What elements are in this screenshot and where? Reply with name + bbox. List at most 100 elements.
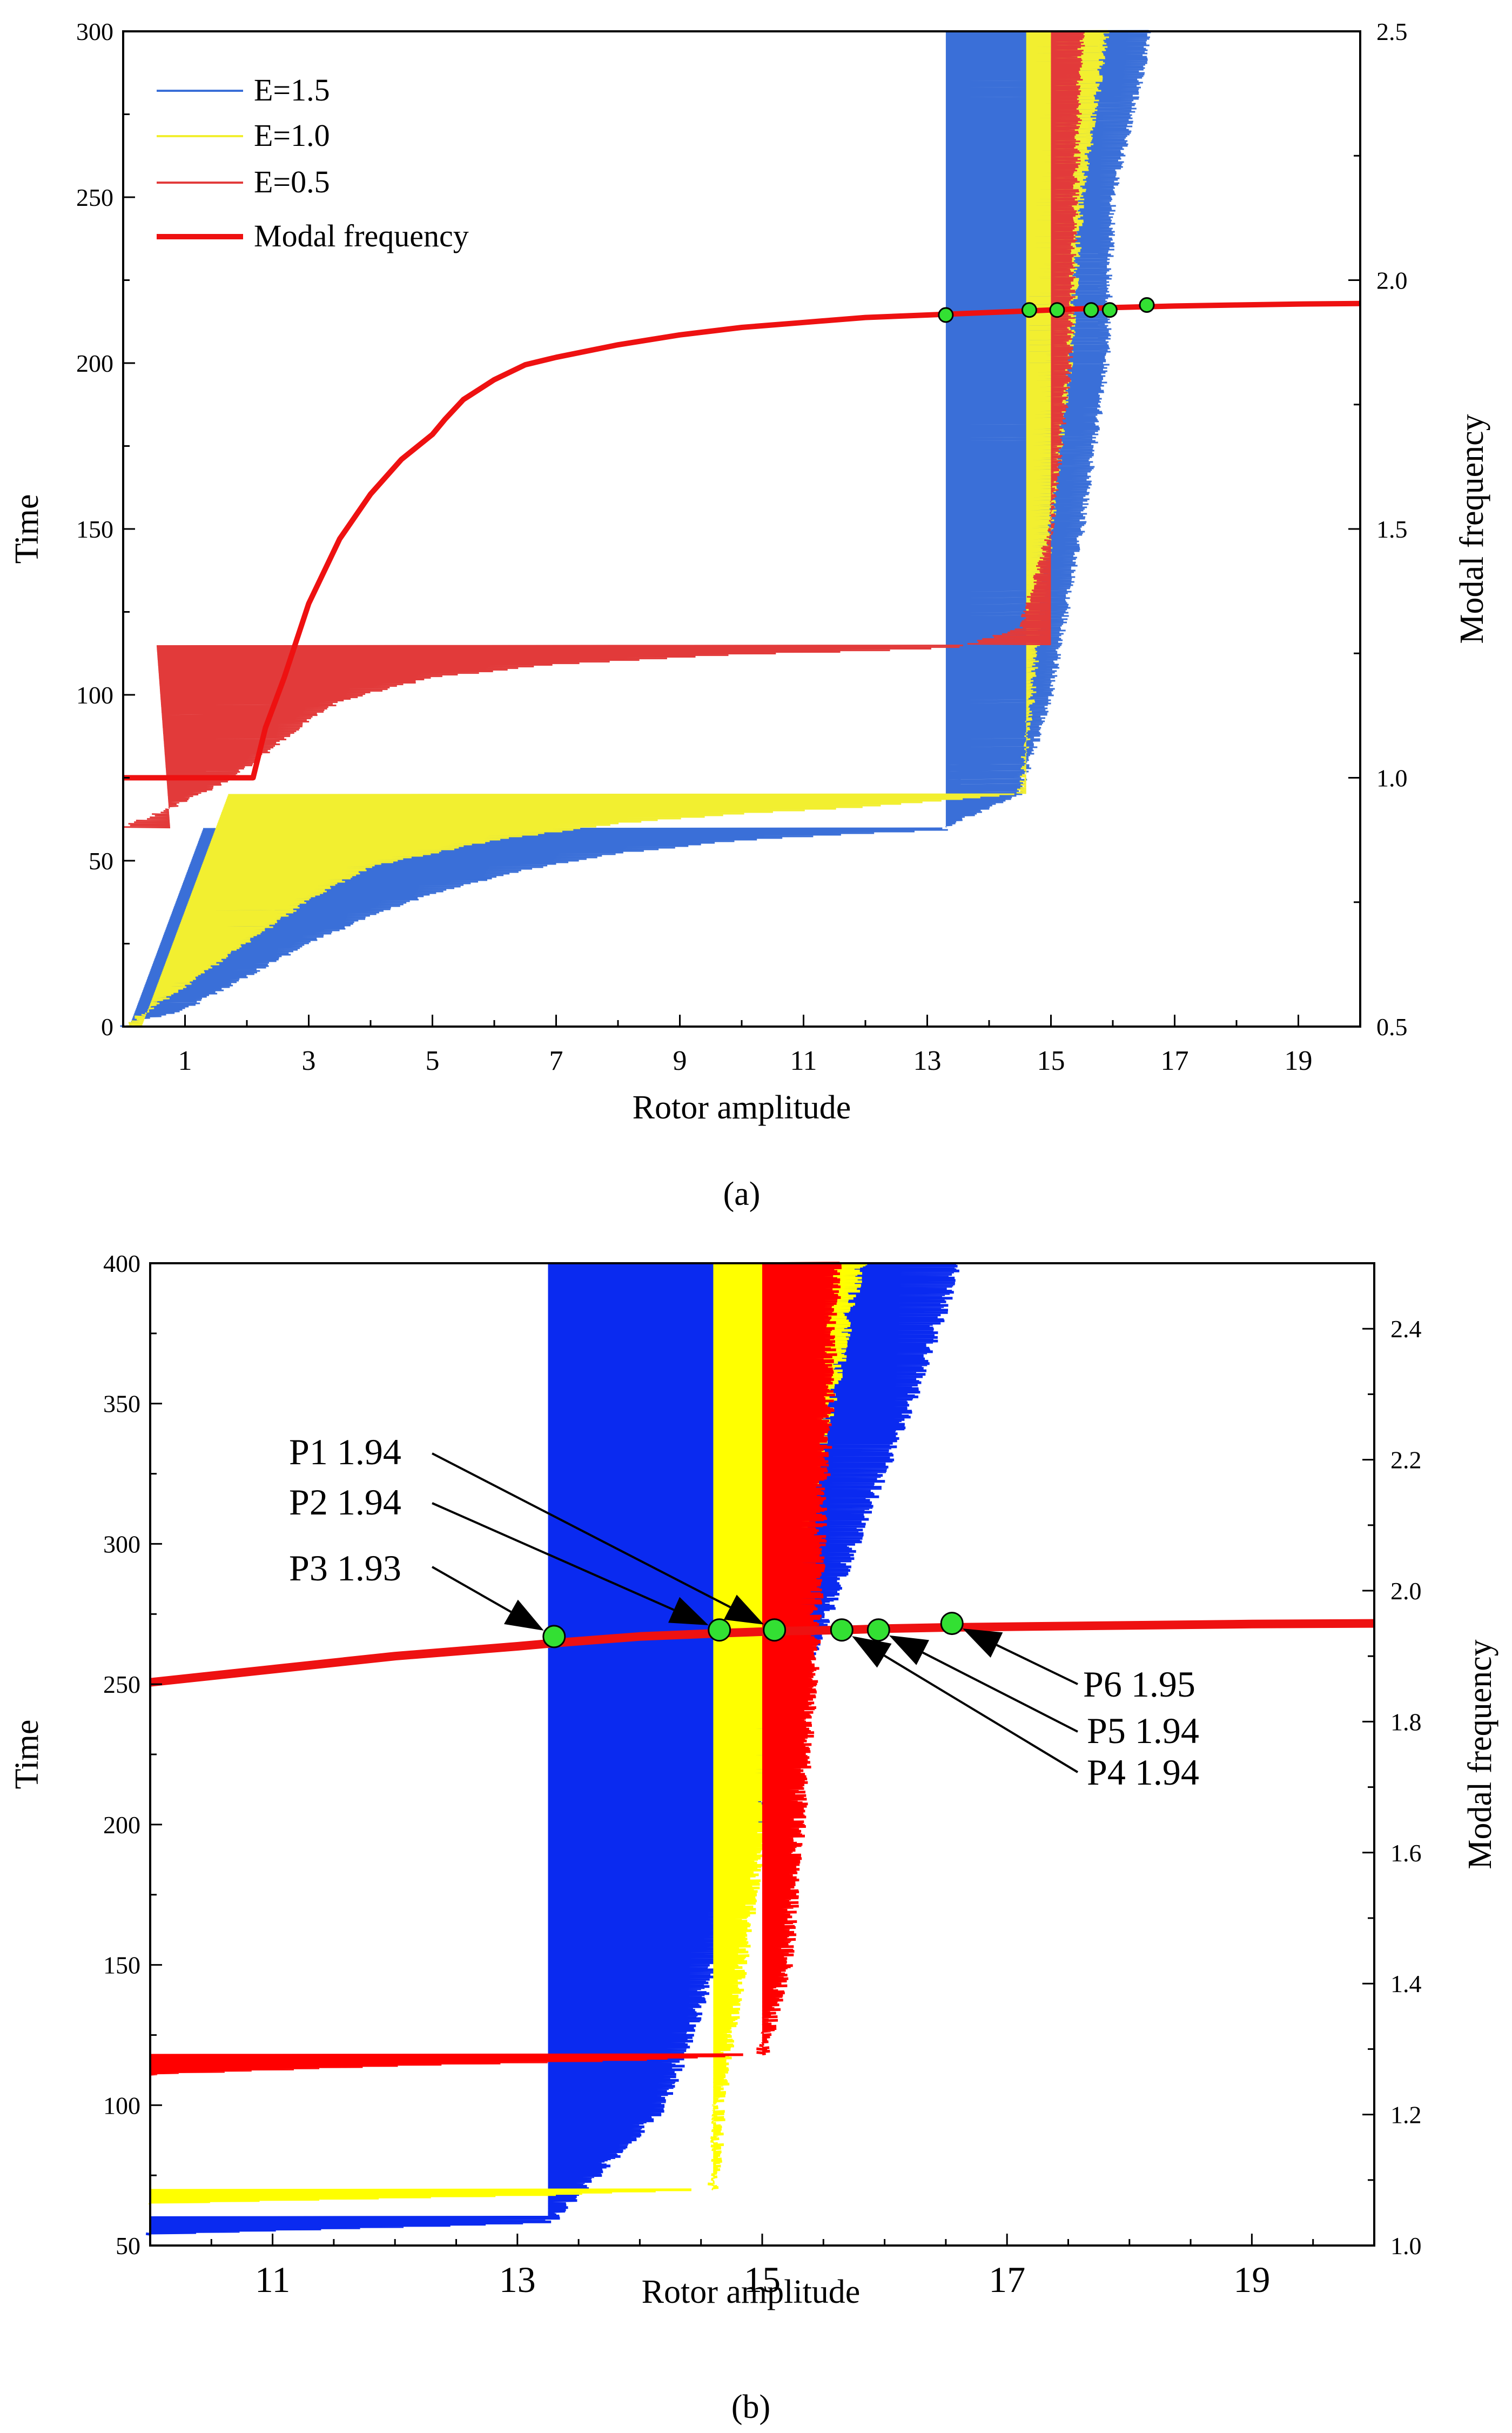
b-y2-tick-label: 1.4: [1390, 1970, 1422, 1998]
panel-b-point-markers: [542, 1612, 964, 1648]
a-band-e05: [122, 30, 1085, 829]
a-y2-tick-label: 2.5: [1376, 18, 1408, 45]
arrow-line-4: [884, 1654, 1079, 1773]
arrow-line-1: [432, 1452, 731, 1608]
arrow-head-2: [668, 1597, 709, 1625]
b-y-tick-label: 100: [103, 2092, 140, 2119]
a-y2-tick-label: 1.5: [1376, 515, 1408, 543]
a-y-tick-label: 100: [76, 681, 113, 709]
b-point-marker-5: [866, 1618, 890, 1642]
a-y-tick-label: 300: [76, 18, 113, 45]
a-x-tick-label: 17: [1161, 1045, 1189, 1076]
a-point-marker-3: [1049, 302, 1065, 318]
panel-a-y2-axis-ticks: 0.5 1.0 1.5 2.0 2.5: [1348, 18, 1408, 1041]
b-y-tick-label: 50: [116, 2232, 140, 2260]
a-point-marker-4: [1083, 302, 1099, 318]
panel-a-x-axis-ticks: 1 3 5 7 9 11 13 15 17 19: [122, 1015, 1361, 1076]
b-band-e05: [150, 1262, 842, 2076]
panel-b-annotation-labels: P1 1.94 P2 1.94 P3 1.93 P4 1.94 P5 1.94 …: [289, 1431, 1199, 1793]
arrow-head-6: [963, 1628, 1003, 1658]
b-x-tick-label: 19: [1233, 2259, 1270, 2300]
a-x-tick-label: 19: [1285, 1045, 1313, 1076]
a-y2-tick-label: 0.5: [1376, 1013, 1408, 1041]
b-x-tick-label: 11: [255, 2259, 290, 2300]
annotation-p5: P5 1.94: [1087, 1710, 1199, 1751]
arrow-line-5: [922, 1651, 1078, 1733]
b-point-marker-2: [708, 1618, 731, 1642]
annotation-p3: P3 1.93: [289, 1547, 401, 1589]
panel-a-y-axis-label: Time: [9, 494, 45, 564]
b-x-tick-label: 17: [989, 2259, 1025, 2300]
legend-label-e05: E=0.5: [254, 164, 330, 199]
a-y-tick-label: 150: [76, 515, 113, 543]
a-y-tick-label: 250: [76, 184, 113, 211]
a-x-tick-label: 15: [1037, 1045, 1065, 1076]
panel-b-y-axis-ticks: 50 100 150 200 250 300 350 400: [103, 1250, 162, 2260]
b-band-e15: [145, 1262, 959, 2236]
a-point-marker-2: [1021, 302, 1037, 318]
annotation-p1: P1 1.94: [289, 1431, 401, 1472]
annotation-p2: P2 1.94: [289, 1482, 401, 1523]
b-x-tick-label: 15: [744, 2259, 781, 2300]
arrow-line-3: [432, 1566, 512, 1613]
panel-b-annotation-arrows: [432, 1452, 1079, 1773]
a-x-tick-label: 13: [913, 1045, 942, 1076]
panel-b-x-axis-ticks: 11 13 15 17 19: [149, 2234, 1375, 2300]
a-x-tick-label: 9: [673, 1045, 687, 1076]
b-band-strokes: [150, 1262, 842, 2076]
a-point-marker-5: [1101, 302, 1118, 318]
b-y2-tick-label: 2.4: [1390, 1315, 1422, 1343]
b-point-marker-1: [763, 1618, 787, 1642]
panel-a-y-axis-ticks: 0 50 100 150 200 250 300: [76, 18, 135, 1041]
a-x-tick-label: 3: [302, 1045, 316, 1076]
annotation-p4: P4 1.94: [1087, 1752, 1199, 1793]
arrow-head-1: [723, 1594, 764, 1625]
b-y2-tick-label: 2.0: [1390, 1577, 1422, 1605]
panel-b-y-axis-label: Time: [9, 1720, 45, 1789]
b-y-tick-label: 200: [103, 1811, 140, 1839]
arrow-head-3: [503, 1599, 544, 1631]
legend-label-modal: Modal frequency: [254, 218, 469, 253]
panel-b-label: (b): [731, 2389, 770, 2425]
panel-b-y2-axis-label: Modal frequency: [1462, 1639, 1498, 1869]
b-y-tick-label: 250: [103, 1671, 140, 1698]
b-y2-tick-label: 1.2: [1390, 2101, 1422, 2129]
a-x-tick-label: 5: [426, 1045, 440, 1076]
a-y2-tick-label: 2.0: [1376, 267, 1408, 294]
panel-a-x-axis-label: Rotor amplitude: [633, 1089, 851, 1126]
b-y2-tick-label: 1.6: [1390, 1839, 1422, 1867]
panel-a-label: (a): [723, 1176, 761, 1212]
a-band-strokes: [122, 30, 1085, 829]
a-y-tick-label: 0: [101, 1013, 113, 1041]
panel-b-time-series-traces: [145, 1262, 959, 2236]
legend-label-e10: E=1.0: [254, 118, 330, 153]
b-y-tick-label: 400: [103, 1250, 140, 1277]
a-x-tick-label: 1: [178, 1045, 192, 1076]
b-x-tick-label: 13: [499, 2259, 536, 2300]
panel-b-y2-axis-ticks: 1.0 1.2 1.4 1.6 1.8 2.0 2.2 2.4: [1362, 1262, 1422, 2260]
a-y-tick-label: 200: [76, 350, 113, 377]
a-point-marker-1: [938, 307, 954, 323]
a-y2-tick-label: 1.0: [1376, 765, 1408, 792]
panel-a-legend: E=1.5 E=1.0 E=0.5 Modal frequency: [157, 72, 469, 253]
a-point-marker-6: [1139, 297, 1155, 313]
b-y2-tick-label: 2.2: [1390, 1446, 1422, 1474]
panel-a-y2-axis-label: Modal frequency: [1454, 414, 1490, 644]
arrow-line-2: [432, 1502, 675, 1611]
b-point-marker-6: [940, 1612, 964, 1636]
b-y2-tick-label: 1.8: [1390, 1708, 1422, 1735]
b-y-tick-label: 150: [103, 1952, 140, 1979]
a-y-tick-label: 50: [89, 847, 113, 875]
b-y-tick-label: 300: [103, 1530, 140, 1558]
b-band-strokes: [145, 1262, 959, 2236]
panel-b-x-axis-label: Rotor amplitude: [642, 2274, 861, 2310]
a-x-tick-label: 11: [790, 1045, 817, 1076]
arrow-head-5: [889, 1635, 930, 1665]
legend-label-e15: E=1.5: [254, 72, 330, 108]
b-y-tick-label: 350: [103, 1390, 140, 1418]
panel-a-point-markers: [938, 297, 1155, 323]
a-x-tick-label: 7: [549, 1045, 563, 1076]
